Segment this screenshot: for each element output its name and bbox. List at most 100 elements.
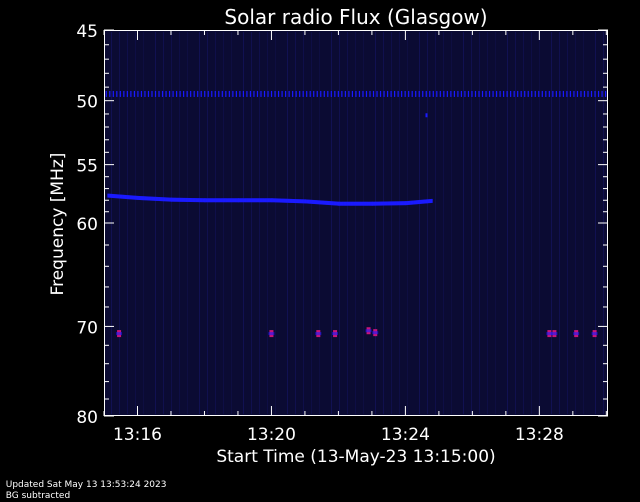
x-tick-label: 13:28 — [515, 425, 564, 445]
drift-band-segment — [202, 198, 205, 203]
drift-band-segment — [382, 201, 384, 206]
drift-band-segment — [129, 195, 132, 200]
drift-band-segment — [130, 195, 133, 200]
drift-band-segment — [321, 200, 323, 205]
drift-band-segment — [186, 197, 188, 202]
drift-band-segment — [278, 198, 280, 203]
drift-band-segment — [151, 196, 154, 201]
drift-band-segment — [185, 197, 187, 202]
drift-band-segment — [192, 198, 194, 203]
drift-band-segment — [216, 198, 218, 203]
drift-band-segment — [352, 201, 354, 206]
drift-band-segment — [316, 200, 319, 205]
emission-dot — [517, 90, 519, 97]
drift-band-segment — [217, 198, 219, 203]
drift-band-segment — [354, 201, 357, 206]
drift-band-segment — [377, 201, 380, 206]
emission-dot — [270, 90, 273, 97]
drift-band-segment — [166, 197, 169, 202]
emission-dot — [495, 90, 498, 97]
drift-band-segment — [324, 200, 327, 205]
noise-stripe — [311, 32, 312, 414]
drift-band-segment — [385, 201, 388, 206]
drift-band-segment — [210, 198, 212, 203]
drift-band-segment — [242, 198, 245, 203]
emission-dot — [379, 90, 382, 97]
drift-band-segment — [373, 201, 375, 206]
drift-band-segment — [268, 198, 270, 203]
drift-band-segment — [169, 197, 171, 202]
drift-band-segment — [232, 198, 235, 203]
emission-dot — [474, 90, 477, 97]
drift-band-segment — [289, 198, 291, 203]
noise-stripe — [375, 32, 376, 414]
emission-dot — [158, 90, 160, 97]
drift-band-segment — [330, 201, 333, 206]
drift-band-segment — [308, 199, 310, 204]
drift-band-segment — [142, 196, 144, 201]
emission-dot — [327, 90, 329, 97]
emission-dot — [562, 90, 564, 97]
emission-dot — [123, 90, 125, 97]
drift-band-segment — [133, 195, 135, 200]
emission-dot — [464, 90, 466, 97]
drift-band-segment — [384, 201, 387, 206]
drift-band-segment — [336, 201, 339, 206]
drift-band-segment — [160, 197, 163, 202]
noise-stripe — [435, 32, 436, 414]
emission-dot — [119, 90, 121, 97]
emission-dot — [351, 90, 354, 97]
chart-title: Solar radio Flux (Glasgow) — [224, 5, 487, 29]
drift-band-segment — [426, 199, 428, 204]
emission-dot — [394, 90, 396, 97]
interference-halo — [551, 332, 558, 336]
drift-band-segment — [276, 198, 278, 203]
drift-band-segment — [375, 201, 377, 206]
drift-band-segment — [280, 198, 283, 203]
emission-dot — [242, 90, 245, 97]
drift-band-segment — [196, 198, 199, 203]
drift-band-segment — [204, 198, 206, 203]
noise-stripe — [339, 32, 340, 414]
noise-stripe — [303, 32, 304, 414]
noise-stripe — [143, 32, 144, 414]
y-tick-label: 70 — [76, 318, 98, 338]
drift-band-segment — [230, 198, 232, 203]
emission-dot — [576, 90, 579, 97]
emission-dot — [147, 90, 150, 97]
noise-stripe — [443, 32, 444, 414]
drift-band-segment — [139, 196, 142, 201]
drift-band-segment — [164, 197, 166, 202]
drift-band-segment — [143, 196, 145, 201]
drift-band-segment — [224, 198, 226, 203]
drift-band-segment — [277, 198, 279, 203]
drift-band-segment — [290, 198, 292, 203]
drift-band-segment — [329, 201, 332, 206]
noise-stripe — [479, 32, 480, 414]
drift-band-segment — [348, 201, 351, 206]
drift-band-segment — [304, 199, 307, 204]
noise-stripe — [427, 32, 428, 414]
drift-band-segment — [285, 198, 288, 203]
drift-band-segment — [175, 197, 178, 202]
emission-dot — [211, 90, 213, 97]
emission-dot — [460, 90, 463, 97]
emission-dot — [299, 90, 301, 97]
drift-band-segment — [406, 201, 409, 206]
y-tick-label: 50 — [76, 93, 98, 113]
drift-band-segment — [126, 195, 128, 200]
drift-band-segment — [182, 197, 185, 202]
drift-band-segment — [188, 197, 191, 202]
emission-dot — [334, 90, 336, 97]
noise-stripe — [559, 32, 560, 414]
drift-band-segment — [345, 201, 347, 206]
drift-band-segment — [356, 201, 358, 206]
drift-band-segment — [194, 198, 196, 203]
drift-band-segment — [410, 200, 412, 205]
emission-dot — [179, 90, 181, 97]
drift-band-segment — [241, 198, 243, 203]
drift-band-segment — [314, 200, 316, 205]
drift-band-segment — [200, 198, 202, 203]
drift-band-segment — [220, 198, 223, 203]
noise-stripe — [539, 32, 540, 414]
